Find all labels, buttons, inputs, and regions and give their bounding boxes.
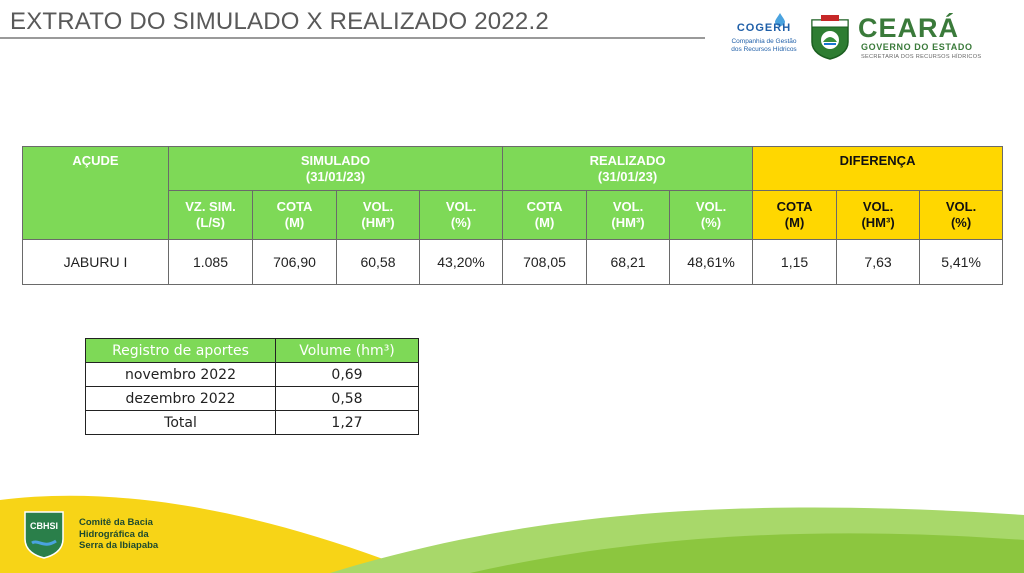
subheader-label: VOL. (695, 199, 727, 214)
cogerh-subtitle-line: dos Recursos Hídricos (731, 46, 797, 53)
aportes-period: novembro 2022 (85, 362, 276, 387)
aportes-header-registro: Registro de aportes (85, 338, 276, 363)
header-simulado-date: (31/01/23) (305, 169, 366, 184)
subheader-unit: (M) (534, 215, 555, 230)
committee-name-line: Hidrográfica da (79, 528, 149, 540)
header-acude: AÇUDE (22, 146, 169, 240)
subheader-unit: (L/S) (196, 215, 225, 230)
aportes-total-value: 1,27 (275, 410, 419, 435)
subheader-cell: VOL. (%) (919, 190, 1004, 240)
state-wordmark: CEARÁ (858, 13, 960, 43)
subheader-unit: (M) (284, 215, 305, 230)
subheader-cell: VOL. (%) (418, 190, 504, 240)
state-secretariat-label: SECRETARIA DOS RECURSOS HÍDRICOS (861, 54, 982, 60)
subheader-label: VZ. SIM. (185, 199, 236, 214)
subheader-label: VOL. (612, 199, 644, 214)
subheader-label: VOL. (862, 199, 894, 214)
table-row: Total 1,27 (85, 410, 419, 435)
subheader-cell: VZ. SIM. (L/S) (168, 190, 253, 240)
cell-value: 60,58 (336, 239, 420, 285)
table-row: JABURU I 1.085 706,90 60,58 43,20% 708,0… (22, 239, 1004, 285)
subheader-label: COTA (776, 199, 813, 214)
table-group-header-row: AÇUDE SIMULADO (31/01/23) REALIZADO (31/… (22, 146, 1004, 240)
subheader-label: VOL. (945, 199, 977, 214)
subheader-unit: (HM³) (361, 215, 395, 230)
cbhsi-logo-icon: CBHSI (24, 511, 64, 559)
header-realizado-label: REALIZADO (589, 153, 666, 168)
subheader-unit: (HM³) (861, 215, 895, 230)
cell-value: 1.085 (168, 239, 253, 285)
cogerh-subtitle: Companhia de Gestão dos Recursos Hídrico… (724, 38, 804, 54)
cogerh-logo: COGERH Companhia de Gestão dos Recursos … (724, 12, 804, 62)
table-row: novembro 2022 0,69 (85, 362, 419, 387)
cell-value: 7,63 (836, 239, 921, 285)
state-seal-icon (811, 15, 849, 60)
table-row: dezembro 2022 0,58 (85, 386, 419, 411)
subheader-unit: (%) (950, 215, 972, 230)
cell-value: 1,15 (752, 239, 838, 285)
subheader-cell: VOL. (HM³) (336, 190, 420, 240)
subheader-unit: (M) (784, 215, 805, 230)
subheader-cell: COTA (M) (252, 190, 337, 240)
aportes-period: dezembro 2022 (85, 386, 276, 411)
aportes-header-volume: Volume (hm³) (275, 338, 419, 363)
committee-name-line: Serra da Ibiapaba (79, 540, 159, 551)
aportes-volume: 0,69 (275, 362, 419, 387)
cell-acude-name: JABURU I (22, 239, 169, 285)
water-drop-icon (775, 13, 785, 26)
committee-name: Comitê da Bacia Hidrográfica da Serra da… (79, 517, 158, 552)
subheader-cell: COTA (M) (502, 190, 588, 240)
subheader-cell: VOL. (HM³) (586, 190, 671, 240)
cogerh-wordmark: COGERH (736, 22, 792, 34)
subheader-cell: COTA (M) (752, 190, 838, 240)
cell-value: 43,20% (418, 239, 504, 285)
subheader-label: COTA (526, 199, 563, 214)
cbhsi-badge-text: CBHSI (30, 521, 58, 531)
state-government-label: GOVERNO DO ESTADO (861, 42, 973, 52)
subheader-label: COTA (276, 199, 313, 214)
header-simulado: SIMULADO (31/01/23) (167, 146, 504, 191)
cell-value: 5,41% (919, 239, 1004, 285)
table-subheader-row: VZ. SIM. (L/S) COTA (M) VOL. (HM³) VOL. (%) … (23, 190, 1004, 240)
header-simulado-label: SIMULADO (300, 153, 371, 168)
subheader-unit: (HM³) (611, 215, 645, 230)
subheader-label: VOL. (362, 199, 394, 214)
header-realizado-date: (31/01/23) (597, 169, 658, 184)
page-title: EXTRATO DO SIMULADO X REALIZADO 2022.2 (10, 8, 549, 35)
subheader-label: VOL. (445, 199, 477, 214)
cell-value: 708,05 (502, 239, 588, 285)
header-diferenca: DIFERENÇA (752, 146, 1004, 191)
title-underline (0, 37, 705, 39)
aportes-volume: 0,58 (275, 386, 419, 411)
footer-wave-decoration (0, 495, 1024, 573)
committee-name-line: Comitê da Bacia (79, 517, 153, 528)
aportes-total-label: Total (85, 410, 276, 435)
subheader-unit: (%) (700, 215, 722, 230)
aportes-table: Registro de aportes Volume (hm³) novembr… (85, 338, 419, 435)
cell-value: 48,61% (669, 239, 754, 285)
aportes-header-row: Registro de aportes Volume (hm³) (85, 338, 419, 363)
simulated-vs-realized-table: AÇUDE SIMULADO (31/01/23) REALIZADO (31/… (22, 146, 1004, 285)
subheader-cell: VOL. (%) (669, 190, 754, 240)
cogerh-subtitle-line: Companhia de Gestão (731, 38, 797, 45)
cell-value: 706,90 (252, 239, 337, 285)
cell-value: 68,21 (586, 239, 671, 285)
header-realizado: REALIZADO (31/01/23) (502, 146, 754, 191)
subheader-cell: VOL. (HM³) (836, 190, 921, 240)
subheader-unit: (%) (450, 215, 472, 230)
